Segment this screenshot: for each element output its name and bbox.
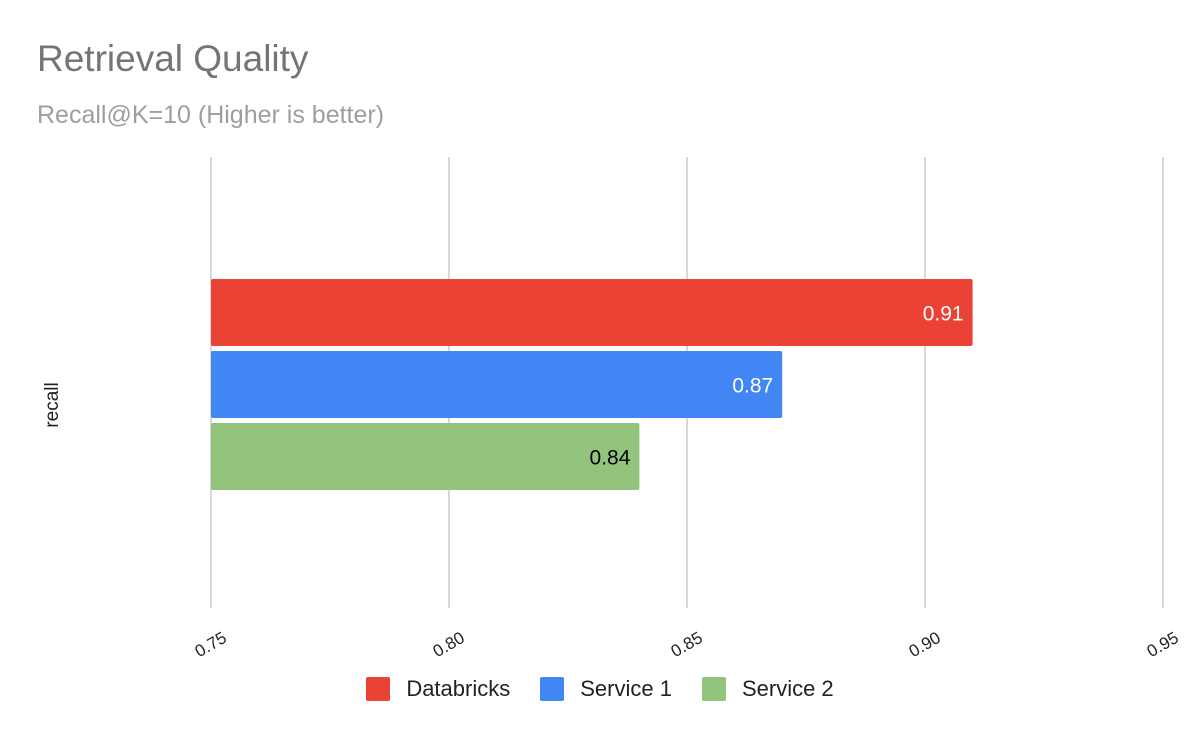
legend-label: Service 2 [741, 676, 834, 701]
x-tick-label: 0.75 [192, 628, 230, 661]
legend-item: Service 2 [701, 676, 834, 702]
chart-title: Retrieval Quality [37, 38, 309, 79]
legend: Databricks Service 1 Service 2 [0, 676, 1200, 702]
bar-service-1 [211, 351, 783, 418]
legend-item: Databricks [366, 676, 510, 702]
x-tick-label: 0.90 [906, 628, 944, 661]
bar-databricks [211, 279, 973, 346]
legend-swatch [701, 677, 726, 701]
legend-swatch [540, 677, 565, 701]
bar-service-2 [211, 423, 640, 490]
chart-subtitle: Recall@K=10 (Higher is better) [37, 101, 385, 129]
legend-label: Databricks [406, 676, 511, 701]
legend-item: Service 1 [540, 676, 672, 702]
data-label: 0.91 [923, 303, 964, 326]
data-label: 0.87 [732, 375, 773, 398]
x-tick-label: 0.80 [430, 628, 468, 661]
y-axis-label: recall [42, 382, 63, 427]
legend-label: Service 1 [580, 676, 672, 701]
x-tick-label: 0.95 [1144, 628, 1182, 661]
x-tick-label: 0.85 [668, 628, 706, 661]
data-label: 0.84 [590, 447, 631, 470]
legend-swatch [366, 677, 391, 701]
